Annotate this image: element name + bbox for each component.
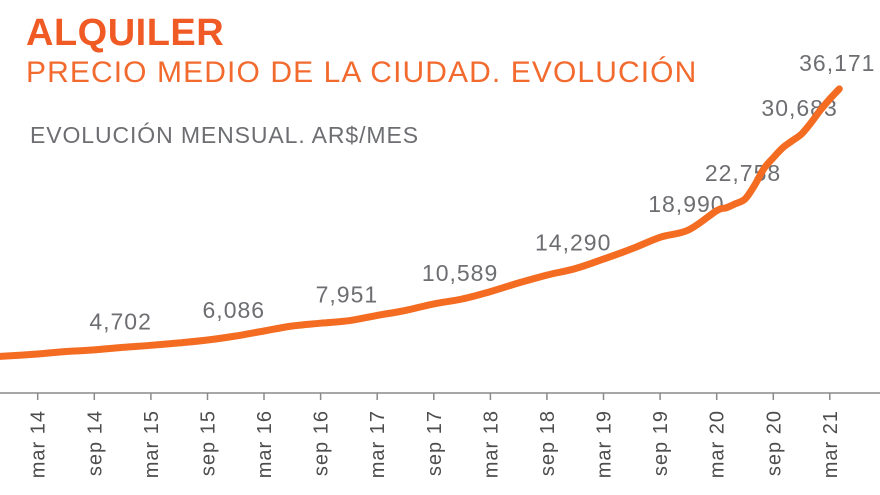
x-tick-label: mar 19: [594, 410, 616, 478]
x-tick-label: sep 15: [198, 410, 220, 476]
x-tick-label: sep 17: [424, 410, 446, 476]
x-tick-label: mar 16: [254, 410, 276, 478]
series-line: [0, 85, 843, 360]
chart-unit-note: EVOLUCIÓN MENSUAL. AR$/MES: [30, 122, 419, 148]
x-tick-label: sep 18: [537, 410, 559, 476]
data-label: 7,951: [316, 282, 379, 308]
x-axis-ticks: mar 14 sep 14 mar 15 sep 15 mar 16 sep 16 mar …: [28, 393, 842, 478]
x-tick-label: mar 18: [480, 410, 502, 478]
series-layer: [0, 85, 843, 360]
data-label: 14,290: [535, 230, 611, 256]
x-tick-label: sep 19: [650, 410, 672, 476]
data-label: 4,702: [89, 308, 152, 334]
data-label: 10,589: [422, 260, 498, 286]
x-tick-label: sep 20: [763, 410, 785, 476]
data-label: 36,171: [799, 50, 875, 76]
chart-subtitle: PRECIO MEDIO DE LA CIUDAD. EVOLUCIÓN: [26, 56, 697, 89]
x-tick-label: mar 15: [141, 410, 163, 478]
x-tick-label: sep 14: [84, 410, 106, 476]
x-tick-label: mar 17: [367, 410, 389, 478]
data-label: 6,086: [203, 297, 266, 323]
data-labels: 4,702 6,0867,95110,58914,29018,99022,7583…: [89, 50, 875, 334]
x-tick-label: mar 21: [820, 410, 842, 478]
x-tick-label: sep 16: [311, 410, 333, 476]
x-tick-label: mar 20: [707, 410, 729, 478]
chart-title: ALQUILER: [26, 12, 224, 54]
x-tick-label: mar 14: [28, 410, 50, 478]
